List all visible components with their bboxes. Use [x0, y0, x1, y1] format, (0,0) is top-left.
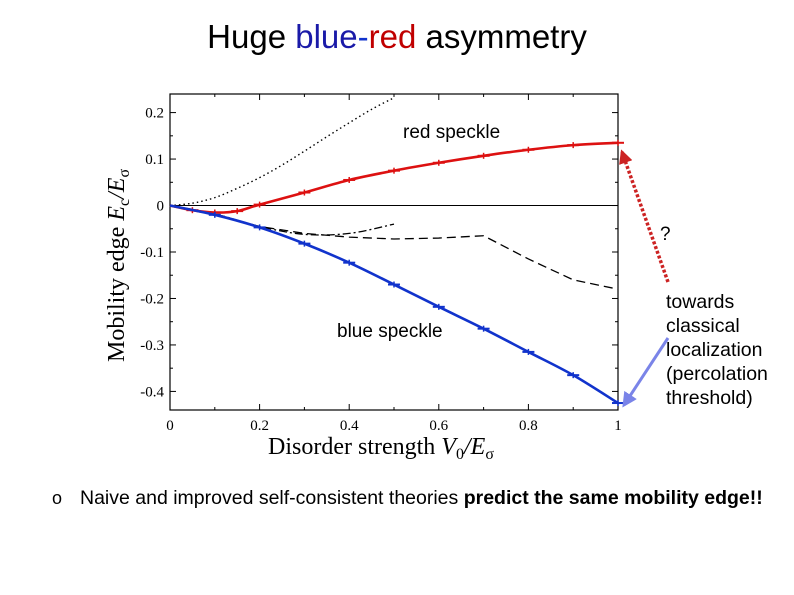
x-tick-label: 0.4: [340, 418, 359, 434]
series-dashdot-line: [169, 204, 395, 236]
y-tick-label: -0.3: [140, 338, 164, 354]
bullet-marker: o: [52, 488, 63, 508]
series-red-line: [169, 141, 619, 214]
title-part-3: asymmetry: [416, 18, 587, 55]
slide-title: Huge blue-red asymmetry: [0, 18, 794, 56]
y-tick-label: 0: [157, 199, 165, 215]
mobility-edge-chart: 0 0.2 0.4 0.6 0.8 1 0.2 0.1 0 -0.1 -0.2 -0.3 -0.4 Dis…: [104, 93, 670, 463]
title-dash: -: [357, 18, 369, 55]
blue-speckle-label: blue speckle: [337, 321, 443, 342]
title-part-1: Huge: [207, 18, 296, 55]
towards-line-4: (percolation: [666, 363, 768, 385]
bullet-text-bold: predict the same mobility edge!!: [463, 487, 763, 509]
y-tick-label: -0.1: [140, 245, 164, 261]
y-tick-label: -0.4: [140, 384, 164, 400]
red-arrow: [619, 149, 670, 283]
y-tick-label: 0.2: [145, 106, 164, 122]
bullet-text: Naive and improved self-consistent theor…: [80, 484, 770, 512]
y-tick-label: 0.1: [145, 152, 164, 168]
x-tick-label: 0.8: [519, 418, 538, 434]
x-axis-label: Disorder strength V0/Eσ: [268, 434, 494, 463]
blue-arrow: [622, 337, 670, 408]
x-tick-label: 0.6: [429, 418, 448, 434]
series-dashed-line: [169, 204, 619, 290]
bullet-text-normal: Naive and improved self-consistent theor…: [80, 487, 464, 509]
y-axis-label: Mobility edge Ec/Eσ: [104, 169, 133, 362]
question-mark: ?: [660, 224, 671, 245]
towards-label: towards classical localization (percolat…: [666, 290, 768, 410]
towards-line-1: towards: [666, 291, 735, 313]
series-dotted-line: [169, 97, 395, 207]
title-part-blue-red-1: blue: [295, 18, 358, 55]
title-part-blue-red-2: red: [368, 18, 417, 55]
x-tick-label: 0: [166, 418, 174, 434]
y-tick-label: -0.2: [140, 291, 164, 307]
towards-line-2: classical: [666, 315, 740, 337]
red-speckle-label: red speckle: [403, 122, 501, 143]
towards-line-5: threshold): [666, 387, 753, 409]
series-blue-line: [169, 204, 619, 405]
x-tick-label: 1: [614, 418, 622, 434]
towards-line-3: localization: [666, 339, 763, 361]
x-tick-label: 0.2: [250, 418, 269, 434]
